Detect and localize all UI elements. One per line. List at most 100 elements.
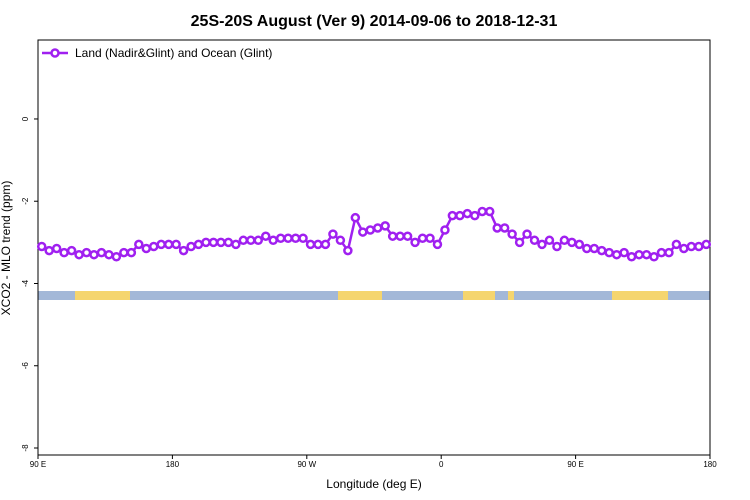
data-point (582, 243, 592, 254)
data-point (402, 231, 413, 241)
data-point (484, 206, 495, 217)
data-point (611, 249, 622, 260)
data-point (372, 223, 383, 233)
data-point (178, 245, 189, 256)
data-point (238, 235, 249, 246)
data-point (671, 239, 682, 250)
y-axis-label: XCO2 - MLO trend (ppm) (0, 181, 13, 316)
data-point (470, 210, 480, 221)
y-tick-label: -8 (21, 444, 30, 452)
data-point (425, 233, 435, 243)
data-point (171, 239, 181, 250)
x-tick-label: 90 W (297, 460, 316, 469)
data-point (343, 245, 353, 256)
data-point (641, 249, 652, 260)
data-point (529, 235, 540, 246)
x-tick-label: 0 (439, 460, 444, 469)
data-point (455, 210, 465, 221)
x-tick-label: 90 E (567, 460, 583, 469)
data-point (522, 229, 532, 239)
land-band (338, 291, 382, 300)
data-point (141, 243, 152, 254)
data-point (559, 235, 570, 246)
y-tick-label: -4 (21, 279, 30, 287)
data-point (246, 235, 256, 246)
y-tick-label: 0 (21, 116, 30, 121)
data-point (447, 210, 458, 221)
data-point (477, 206, 488, 217)
land-band (508, 291, 514, 300)
data-point (44, 245, 54, 256)
land-band (612, 291, 668, 300)
data-point (596, 245, 607, 256)
data-point (36, 241, 47, 252)
data-point (604, 247, 614, 258)
data-point (186, 241, 196, 252)
y-tick-label: -2 (21, 197, 30, 205)
data-point (380, 221, 390, 231)
data-point (335, 235, 346, 246)
data-point (51, 243, 62, 254)
x-tick-label: 90 E (30, 460, 46, 469)
chart-title: 25S-20S August (Ver 9) 2014-09-06 to 201… (191, 13, 558, 30)
data-point (111, 252, 122, 262)
data-point (694, 241, 704, 252)
data-point (260, 231, 271, 241)
data-point (216, 237, 226, 248)
data-point (96, 247, 107, 258)
data-point (492, 223, 502, 233)
data-point (350, 212, 361, 223)
data-point (283, 233, 293, 243)
data-point (119, 247, 129, 258)
data-point (514, 237, 525, 248)
data-point (634, 249, 644, 260)
data-point (410, 237, 420, 248)
data-point (507, 229, 517, 239)
data-point (223, 237, 234, 248)
data-point (208, 237, 219, 248)
data-point (365, 225, 376, 235)
x-tick-label: 180 (703, 460, 717, 469)
data-point (626, 252, 637, 262)
data-point (664, 247, 674, 258)
legend-marker (50, 48, 60, 58)
x-axis-label: Longitude (deg E) (326, 477, 421, 491)
data-point (619, 247, 629, 258)
data-point (74, 249, 84, 260)
data-point (268, 235, 278, 246)
data-point (537, 239, 547, 250)
data-point (387, 231, 398, 241)
data-point (649, 252, 659, 262)
data-point (679, 243, 689, 254)
land-mask (38, 291, 710, 300)
legend-label: Land (Nadir&Glint) and Ocean (Glint) (75, 46, 272, 60)
data-point (440, 225, 450, 235)
land-band (463, 291, 495, 300)
data-point (66, 245, 77, 256)
data-point (701, 239, 712, 250)
data-point (126, 247, 137, 258)
data-point (313, 239, 323, 250)
data-point (686, 241, 697, 252)
data-point (417, 233, 428, 243)
data-point (552, 241, 562, 252)
data-point (148, 241, 159, 252)
data-point (89, 249, 99, 260)
data-point (81, 247, 92, 258)
data-point (59, 247, 69, 258)
data-point (305, 239, 316, 250)
data-point (163, 239, 174, 250)
data-point (253, 235, 264, 246)
data-point (328, 229, 338, 239)
data-point (231, 239, 241, 250)
data-point (358, 227, 368, 237)
data-point (567, 237, 577, 248)
data-point (156, 239, 166, 250)
x-tick-label: 180 (166, 460, 180, 469)
data-point (574, 239, 585, 250)
land-band (75, 291, 130, 300)
data-point (432, 239, 443, 250)
data-point (589, 243, 600, 254)
data-point (499, 223, 510, 233)
